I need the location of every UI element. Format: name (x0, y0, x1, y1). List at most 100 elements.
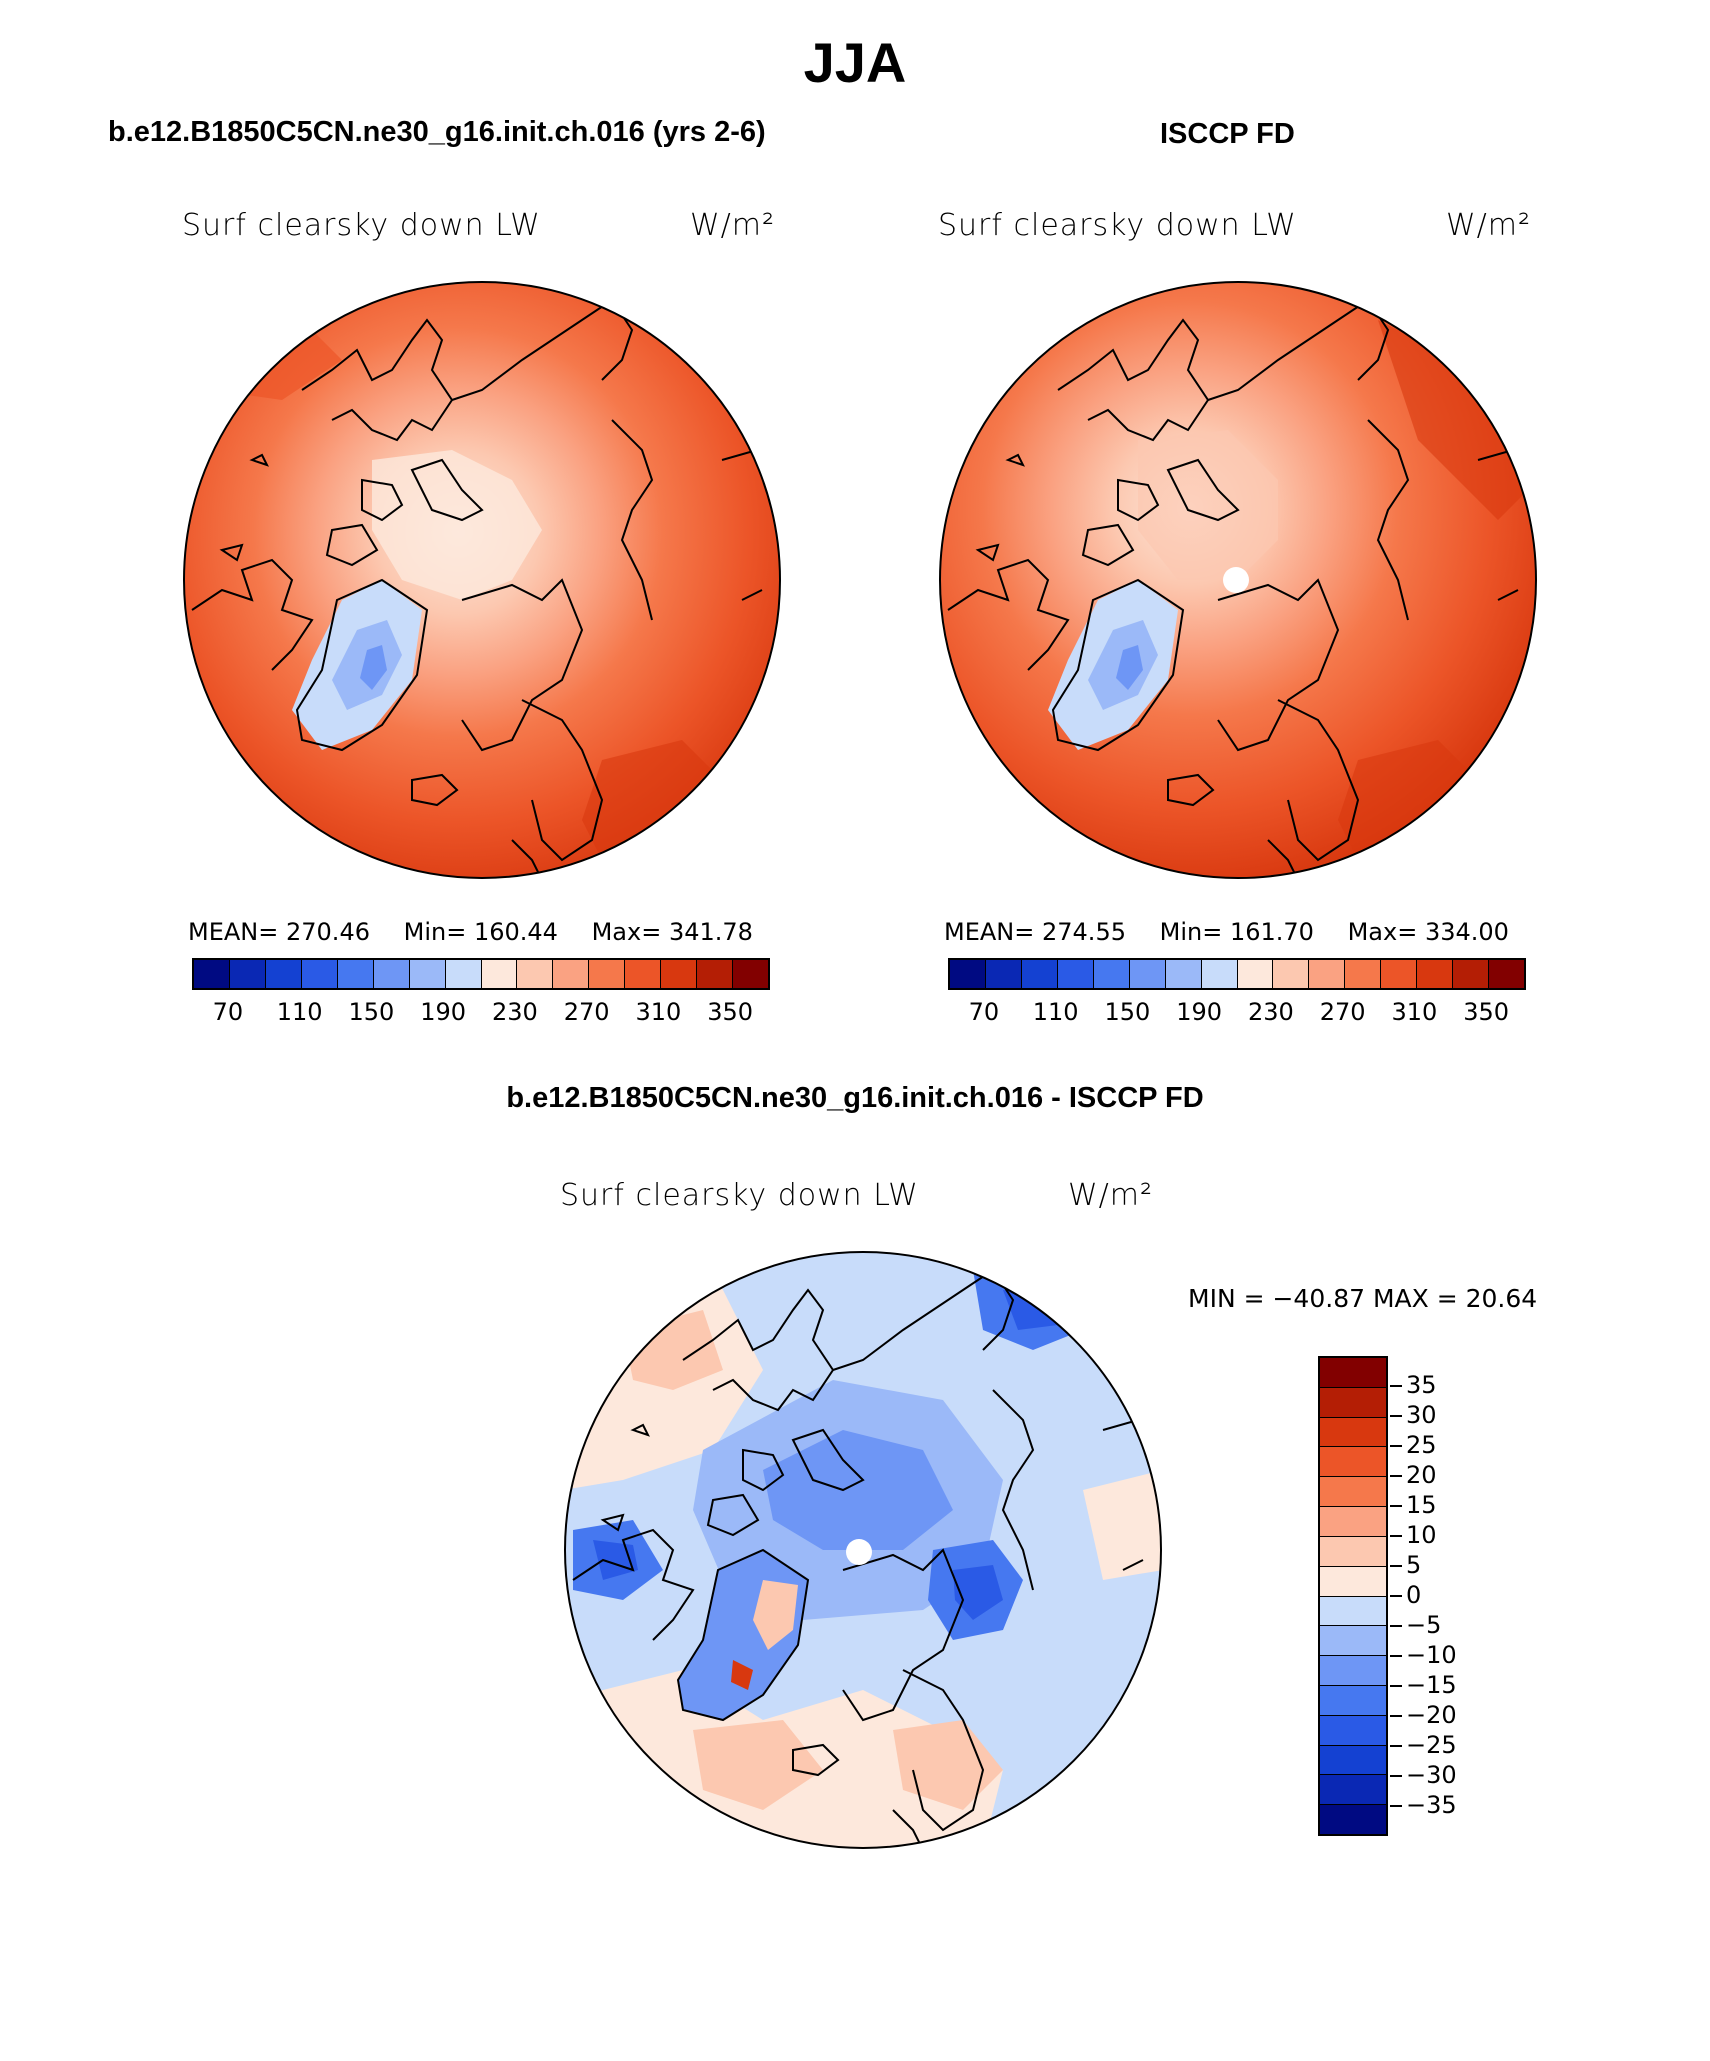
model-colorbar-segment (409, 960, 446, 988)
model-colorbar (192, 958, 770, 990)
obs-colorbar-tick-label: 310 (1391, 998, 1438, 1026)
obs-colorbar-segment (1129, 960, 1166, 988)
model-units-label: W/m² (690, 208, 776, 243)
obs-colorbar-segment (1345, 960, 1382, 988)
figure-title: JJA (803, 31, 907, 94)
diff-colorbar-segment (1320, 1417, 1386, 1448)
model-colorbar-ticks: 70 110 150 190 230 270 310 350 (192, 998, 766, 1028)
diff-colorbar-segment (1320, 1596, 1386, 1627)
diff-colorbar-tick-label: 35 (1390, 1371, 1437, 1399)
obs-colorbar-segment (985, 960, 1022, 988)
obs-colorbar-segment (1237, 960, 1274, 988)
model-colorbar-segment (337, 960, 374, 988)
obs-colorbar-segment (1489, 960, 1524, 988)
model-mean-value: 270.46 (286, 918, 370, 946)
diff-colorbar-segment (1320, 1507, 1386, 1537)
obs-max-value: 334.00 (1424, 918, 1509, 946)
obs-mean-value: 274.55 (1042, 918, 1126, 946)
obs-colorbar-segment (1093, 960, 1130, 988)
diff-colorbar-segment (1320, 1536, 1386, 1567)
model-colorbar-tick-label: 190 (420, 998, 467, 1026)
diff-colorbar-tick-label: 15 (1390, 1491, 1437, 1519)
diff-colorbar-tick-label: 25 (1390, 1431, 1437, 1459)
diff-colorbar-tick-label: −30 (1390, 1761, 1457, 1789)
obs-stats: MEAN= 274.55 Min= 161.70 Max= 334.00 (944, 918, 1509, 946)
obs-colorbar-segment (1417, 960, 1454, 988)
diff-minmax: MIN = −40.87 MAX = 20.64 (1188, 1284, 1538, 1313)
model-colorbar-segment (445, 960, 482, 988)
model-colorbar-segment (733, 960, 768, 988)
obs-colorbar-segment (1057, 960, 1094, 988)
model-colorbar-tick-label: 350 (707, 998, 754, 1026)
diff-colorbar-segment (1320, 1715, 1386, 1746)
obs-polar-map (939, 281, 1537, 879)
model-colorbar-segment (697, 960, 734, 988)
obs-colorbar-tick-label: 70 (968, 998, 1000, 1026)
model-max-value: 341.78 (668, 918, 753, 946)
model-colorbar-segment (301, 960, 338, 988)
model-min-label: Min= (403, 918, 467, 946)
model-colorbar-tick-label: 310 (635, 998, 682, 1026)
model-colorbar-tick-label: 150 (348, 998, 395, 1026)
obs-colorbar-tick-label: 190 (1176, 998, 1223, 1026)
obs-colorbar (948, 958, 1526, 990)
obs-colorbar-tick-label: 350 (1463, 998, 1510, 1026)
model-variable-label: Surf clearsky down LW (182, 208, 541, 243)
model-colorbar-segment (625, 960, 662, 988)
diff-colorbar-tick-label: −25 (1390, 1731, 1457, 1759)
diff-colorbar-tick-label: 5 (1389, 1551, 1422, 1579)
model-colorbar-segment (553, 960, 590, 988)
diff-colorbar-tick-label: −15 (1390, 1671, 1457, 1699)
diff-colorbar-tick-label: 20 (1390, 1461, 1437, 1489)
obs-variable-label: Surf clearsky down LW (938, 208, 1297, 243)
diff-units-label: W/m² (1068, 1178, 1154, 1213)
obs-colorbar-segment (950, 960, 986, 988)
model-max-label: Max= (591, 918, 662, 946)
model-colorbar-tick-label: 110 (276, 998, 323, 1026)
model-colorbar-segment (661, 960, 698, 988)
model-polar-map (183, 281, 781, 879)
model-mean-label: MEAN= (188, 918, 279, 946)
diff-colorbar (1318, 1356, 1388, 1836)
diff-panel-title: b.e12.B1850C5CN.ne30_g16.init.ch.016 - I… (506, 1082, 1204, 1114)
left-panel-title: b.e12.B1850C5CN.ne30_g16.init.ch.016 (yr… (108, 116, 766, 148)
obs-colorbar-tick-label: 150 (1104, 998, 1151, 1026)
diff-colorbar-segment (1320, 1685, 1386, 1716)
diff-colorbar-segment (1320, 1805, 1386, 1834)
diff-colorbar-segment (1320, 1358, 1386, 1388)
obs-colorbar-segment (1021, 960, 1058, 988)
diff-colorbar-segment (1320, 1745, 1386, 1776)
obs-colorbar-segment (1381, 960, 1418, 988)
model-colorbar-segment (589, 960, 626, 988)
obs-min-label: Min= (1159, 918, 1223, 946)
model-stats: MEAN= 270.46 Min= 160.44 Max= 341.78 (188, 918, 753, 946)
diff-colorbar-tick-label: −20 (1390, 1701, 1457, 1729)
obs-units-label: W/m² (1446, 208, 1532, 243)
diff-colorbar-ticks: 35 30 25 20 15 10 5 0 −5 −10 −15 −20 −25 −30 −35 (1389, 1356, 1486, 1832)
diff-colorbar-segment (1320, 1447, 1386, 1478)
diff-colorbar-segment (1320, 1775, 1386, 1806)
diff-colorbar-tick-label: 10 (1390, 1521, 1437, 1549)
model-min-value: 160.44 (473, 918, 558, 946)
diff-colorbar-segment (1320, 1626, 1386, 1657)
obs-colorbar-ticks: 70 110 150 190 230 270 310 350 (948, 998, 1522, 1028)
obs-colorbar-tick-label: 110 (1032, 998, 1079, 1026)
diff-colorbar-segment (1320, 1387, 1386, 1418)
obs-min-value: 161.70 (1229, 918, 1314, 946)
model-colorbar-segment (373, 960, 410, 988)
diff-colorbar-segment (1320, 1566, 1386, 1597)
diff-polar-map (564, 1251, 1162, 1849)
diff-colorbar-tick-label: 30 (1390, 1401, 1437, 1429)
model-colorbar-segment (194, 960, 230, 988)
model-colorbar-segment (481, 960, 518, 988)
obs-colorbar-segment (1309, 960, 1346, 988)
model-colorbar-tick-label: 70 (212, 998, 244, 1026)
obs-colorbar-segment (1201, 960, 1238, 988)
model-colorbar-segment (229, 960, 266, 988)
diff-colorbar-tick-label: −5 (1389, 1611, 1442, 1639)
obs-colorbar-segment (1453, 960, 1490, 988)
obs-colorbar-segment (1165, 960, 1202, 988)
diff-variable-label: Surf clearsky down LW (560, 1178, 919, 1213)
model-colorbar-segment (265, 960, 302, 988)
diff-colorbar-tick-label: −35 (1390, 1791, 1457, 1819)
